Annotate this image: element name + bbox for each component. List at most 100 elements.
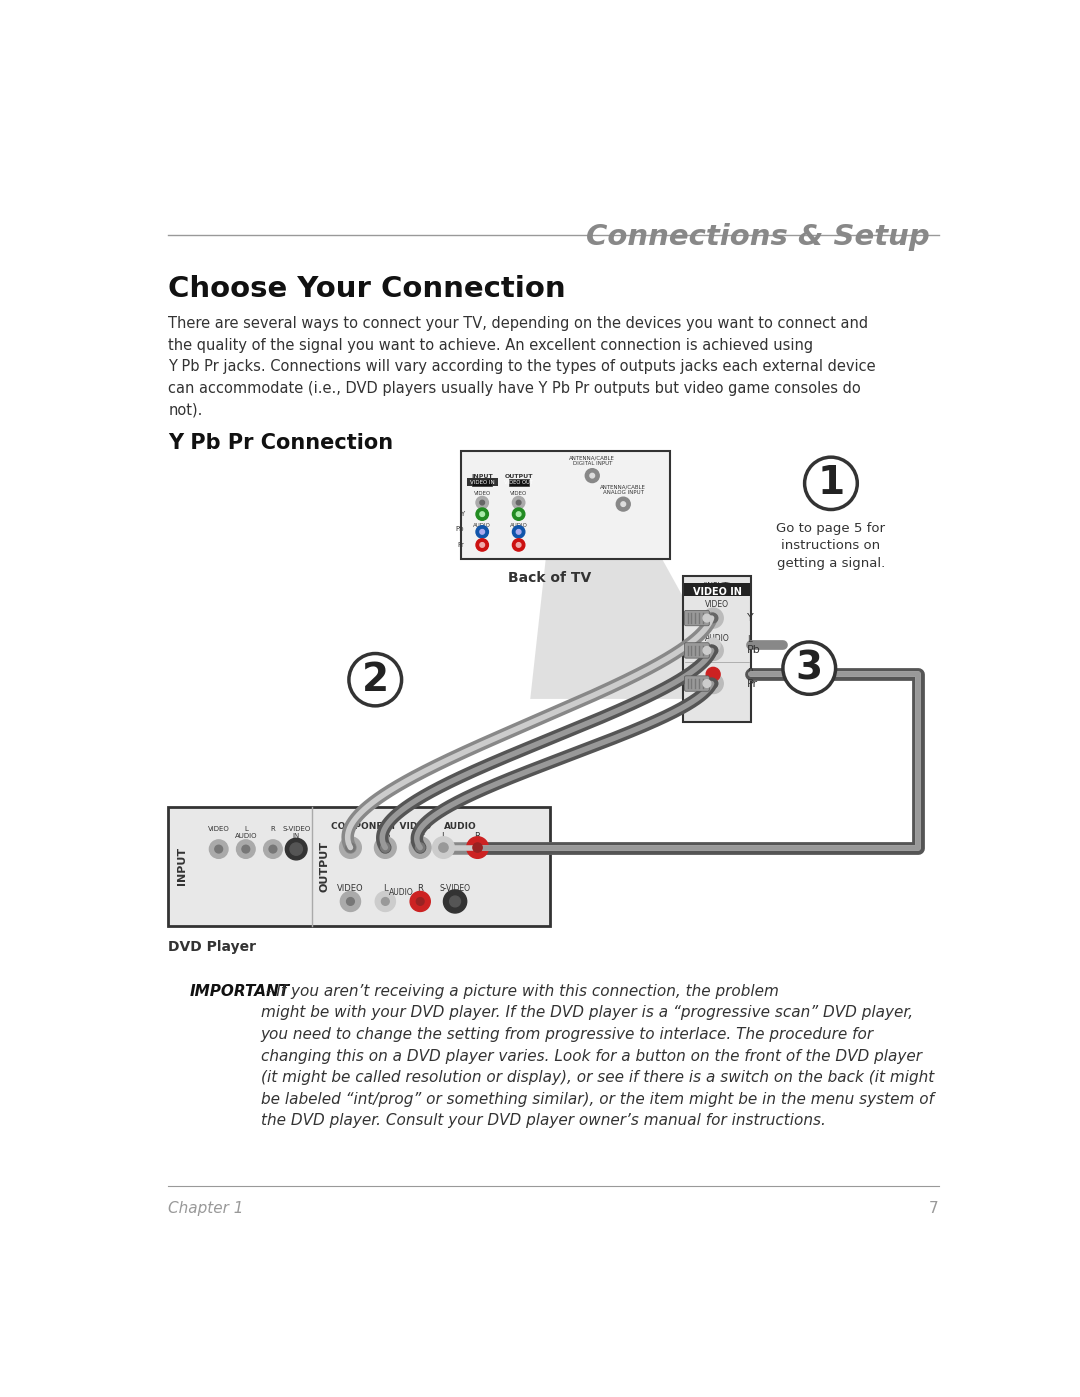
Circle shape	[783, 643, 836, 694]
Circle shape	[473, 842, 482, 852]
FancyBboxPatch shape	[683, 576, 751, 722]
Text: COMPONENT VIDEO: COMPONENT VIDEO	[332, 823, 432, 831]
Text: ANTENNA/CABLE
ANALOG INPUT: ANTENNA/CABLE ANALOG INPUT	[600, 485, 646, 495]
FancyBboxPatch shape	[685, 584, 750, 595]
Circle shape	[706, 668, 720, 682]
Circle shape	[381, 898, 389, 905]
FancyBboxPatch shape	[685, 610, 710, 626]
Circle shape	[621, 502, 625, 507]
Text: VIDEO: VIDEO	[705, 601, 729, 609]
Text: Connections & Setup: Connections & Setup	[585, 224, 930, 251]
Text: Y Pb Pr Connection: Y Pb Pr Connection	[168, 433, 393, 453]
Circle shape	[264, 840, 282, 858]
Text: Y: Y	[747, 613, 754, 623]
Text: 2: 2	[362, 661, 389, 698]
Circle shape	[480, 542, 485, 548]
FancyBboxPatch shape	[685, 643, 710, 658]
Text: L: L	[383, 884, 388, 893]
Circle shape	[438, 842, 448, 852]
Circle shape	[291, 842, 302, 855]
Text: VIDEO IN: VIDEO IN	[692, 587, 742, 597]
Text: Chapter 1: Chapter 1	[168, 1201, 244, 1215]
Circle shape	[340, 891, 361, 911]
Circle shape	[703, 615, 711, 622]
Circle shape	[476, 539, 488, 550]
Text: OUTPUT: OUTPUT	[320, 841, 329, 891]
Circle shape	[433, 837, 455, 858]
Text: Go to page 5 for
instructions on
getting a signal.: Go to page 5 for instructions on getting…	[777, 522, 886, 570]
Text: VIDEO: VIDEO	[207, 826, 230, 833]
Circle shape	[349, 654, 402, 705]
Circle shape	[516, 529, 521, 534]
Circle shape	[444, 890, 467, 914]
Circle shape	[480, 529, 485, 534]
Circle shape	[237, 840, 255, 858]
Text: DVD Player: DVD Player	[168, 940, 256, 954]
Circle shape	[516, 500, 521, 504]
Text: Pr: Pr	[747, 679, 758, 689]
Text: (INPUT): (INPUT)	[703, 583, 731, 591]
Circle shape	[703, 680, 711, 687]
Circle shape	[480, 500, 485, 504]
Circle shape	[416, 842, 424, 852]
Circle shape	[703, 608, 724, 629]
Text: INPUT: INPUT	[177, 848, 187, 886]
FancyBboxPatch shape	[460, 451, 670, 559]
Circle shape	[617, 497, 631, 511]
Circle shape	[409, 837, 431, 858]
Text: Back of TV: Back of TV	[508, 571, 591, 585]
Text: Y: Y	[460, 511, 464, 517]
Text: R: R	[747, 668, 753, 678]
Circle shape	[585, 469, 599, 482]
Circle shape	[703, 673, 724, 693]
Text: 3: 3	[796, 650, 823, 687]
Text: INPUT: INPUT	[471, 474, 492, 479]
Circle shape	[210, 840, 228, 858]
Circle shape	[347, 898, 354, 905]
Text: AUDIO: AUDIO	[704, 634, 729, 643]
Circle shape	[708, 645, 718, 655]
Text: L
AUDIO: L AUDIO	[234, 826, 257, 840]
Circle shape	[805, 457, 858, 510]
Text: VIDEO IN: VIDEO IN	[468, 479, 497, 485]
FancyBboxPatch shape	[472, 479, 492, 486]
Circle shape	[242, 845, 249, 854]
Text: VIDEO: VIDEO	[510, 490, 527, 496]
Circle shape	[516, 511, 521, 517]
Circle shape	[476, 525, 488, 538]
Text: ANTENNA/CABLE
DIGITAL INPUT: ANTENNA/CABLE DIGITAL INPUT	[569, 455, 616, 467]
Text: AUDIO: AUDIO	[510, 522, 527, 528]
Circle shape	[339, 837, 362, 858]
Circle shape	[215, 845, 222, 854]
Circle shape	[590, 474, 595, 478]
Text: R: R	[474, 833, 481, 841]
Circle shape	[346, 842, 355, 852]
Text: Pr: Pr	[458, 542, 464, 548]
Text: VIDEO OUT: VIDEO OUT	[504, 481, 534, 485]
Circle shape	[480, 511, 485, 517]
Text: Pr: Pr	[416, 833, 424, 841]
Text: AUDIO: AUDIO	[473, 522, 491, 528]
Circle shape	[706, 638, 720, 652]
Text: Y: Y	[348, 833, 353, 841]
Text: Pb: Pb	[380, 833, 391, 841]
Circle shape	[516, 542, 521, 548]
Text: S-VIDEO
IN: S-VIDEO IN	[282, 826, 310, 840]
Circle shape	[512, 496, 525, 509]
Circle shape	[703, 640, 724, 661]
Text: Pb: Pb	[747, 645, 761, 655]
Circle shape	[416, 898, 424, 905]
Circle shape	[708, 679, 718, 689]
Circle shape	[375, 837, 396, 858]
Circle shape	[708, 613, 718, 623]
Text: AUDIO: AUDIO	[444, 823, 477, 831]
Text: AUDIO: AUDIO	[389, 887, 414, 897]
Text: 7: 7	[929, 1201, 939, 1215]
Text: VIDEO IN: VIDEO IN	[470, 481, 495, 485]
Circle shape	[512, 525, 525, 538]
FancyBboxPatch shape	[168, 806, 550, 926]
Text: VIDEO: VIDEO	[337, 884, 364, 893]
Circle shape	[285, 838, 307, 861]
Text: L: L	[441, 833, 446, 841]
Circle shape	[449, 895, 460, 907]
